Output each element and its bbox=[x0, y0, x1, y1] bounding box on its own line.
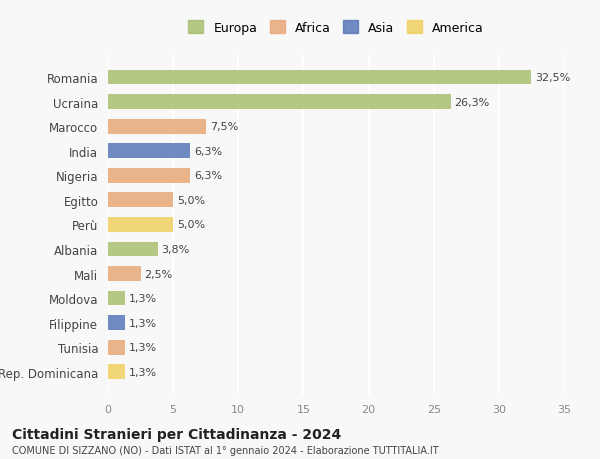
Text: 1,3%: 1,3% bbox=[129, 342, 157, 353]
Text: 5,0%: 5,0% bbox=[177, 196, 205, 205]
Text: 26,3%: 26,3% bbox=[455, 97, 490, 107]
Text: Cittadini Stranieri per Cittadinanza - 2024: Cittadini Stranieri per Cittadinanza - 2… bbox=[12, 427, 341, 441]
Bar bbox=[108, 316, 125, 330]
Bar bbox=[108, 364, 125, 379]
Bar bbox=[108, 95, 451, 110]
Text: 6,3%: 6,3% bbox=[194, 146, 222, 157]
Bar bbox=[108, 218, 173, 232]
Text: 1,3%: 1,3% bbox=[129, 293, 157, 303]
Bar bbox=[108, 168, 190, 183]
Bar bbox=[108, 71, 532, 85]
Text: COMUNE DI SIZZANO (NO) - Dati ISTAT al 1° gennaio 2024 - Elaborazione TUTTITALIA: COMUNE DI SIZZANO (NO) - Dati ISTAT al 1… bbox=[12, 445, 439, 455]
Bar bbox=[108, 144, 190, 159]
Text: 6,3%: 6,3% bbox=[194, 171, 222, 181]
Bar bbox=[108, 242, 158, 257]
Text: 1,3%: 1,3% bbox=[129, 318, 157, 328]
Text: 32,5%: 32,5% bbox=[535, 73, 571, 83]
Text: 5,0%: 5,0% bbox=[177, 220, 205, 230]
Bar bbox=[108, 267, 140, 281]
Text: 7,5%: 7,5% bbox=[209, 122, 238, 132]
Text: 3,8%: 3,8% bbox=[161, 245, 190, 254]
Bar bbox=[108, 193, 173, 208]
Bar bbox=[108, 291, 125, 306]
Bar bbox=[108, 119, 206, 134]
Text: 1,3%: 1,3% bbox=[129, 367, 157, 377]
Text: 2,5%: 2,5% bbox=[145, 269, 173, 279]
Bar bbox=[108, 340, 125, 355]
Legend: Europa, Africa, Asia, America: Europa, Africa, Asia, America bbox=[185, 17, 487, 38]
